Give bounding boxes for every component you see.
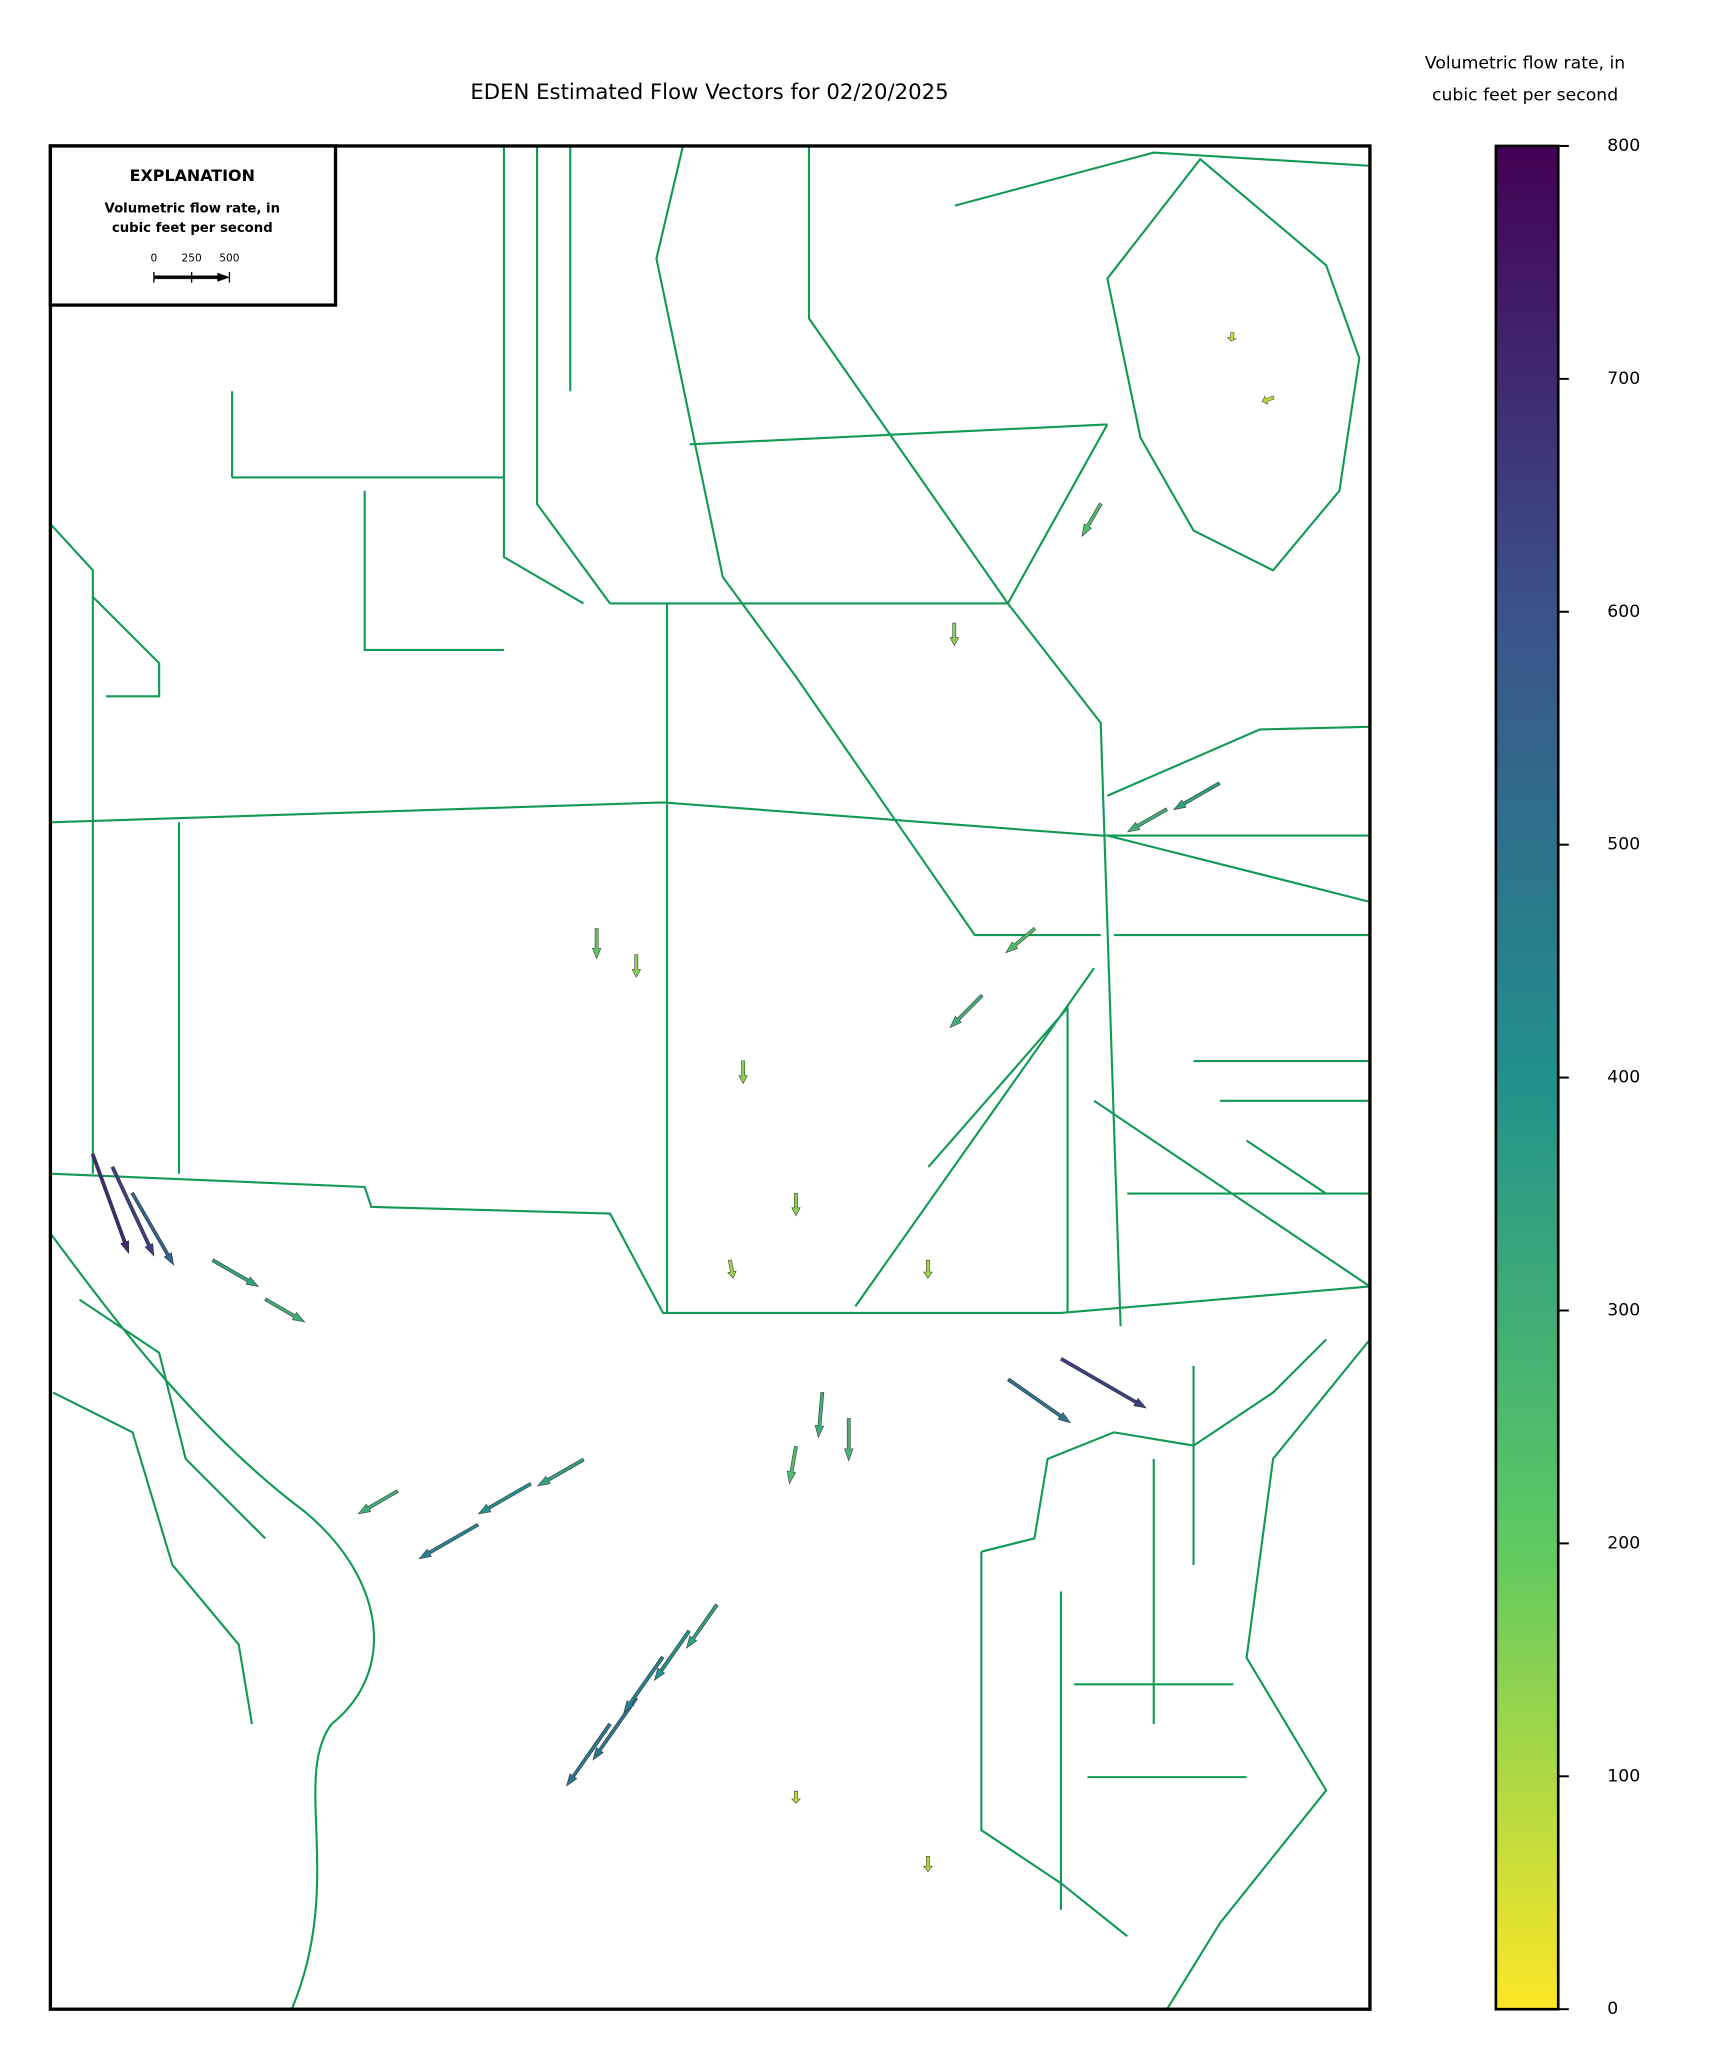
flow-vector [923,1259,933,1279]
flow-vector [1126,807,1168,833]
flow-vector [791,1192,801,1217]
flow-vector [623,1655,665,1714]
scale-tick-label: 0 [150,253,157,265]
colorbar-tick-label: 500 [1607,835,1640,855]
flow-vector [211,1258,260,1287]
flow-vector [1060,1357,1147,1409]
flow-vector [110,1165,155,1257]
flow-vector [1081,502,1103,538]
colorbar-label: Volumetric flow rate, in [1425,54,1625,74]
flow-vector [1226,331,1237,342]
scale-arrow [153,272,231,282]
flow-vector [1007,1377,1071,1424]
colorbar-tick-label: 600 [1607,602,1640,622]
flow-vector [923,1856,933,1872]
flow-vector [418,1523,480,1560]
flow-vector [949,622,959,647]
flow-vector [536,1457,585,1487]
flow-vector [592,928,602,960]
flow-vector [566,1722,612,1787]
colorbar-tick-label: 400 [1607,1068,1640,1088]
colorbar-label: cubic feet per second [1432,86,1618,106]
flow-vector [90,1153,130,1255]
flow-vector [1261,395,1275,405]
colorbar-tick-label: 300 [1607,1300,1640,1320]
chart-title: EDEN Estimated Flow Vectors for 02/20/20… [470,80,948,105]
colorbar-tick-label: 800 [1607,136,1640,156]
flow-vector [631,954,641,978]
scale-tick-label: 500 [219,253,239,265]
colorbar [1494,144,1560,2011]
flow-vector [1172,781,1221,811]
scale-tick-label: 250 [182,253,202,265]
flow-vector [264,1297,306,1323]
colorbar-tick-label: 100 [1607,1766,1640,1786]
flow-vector [130,1191,175,1266]
flow-vector [949,994,984,1029]
flow-vector [844,1418,854,1462]
explanation-box: EXPLANATION Volumetric flow rate, in cub… [48,144,338,307]
colorbar-tick-label: 700 [1607,369,1640,389]
flow-vector [653,1629,691,1682]
map-frame [48,144,1372,2011]
flow-vector [791,1790,801,1804]
flow-vector [727,1259,737,1279]
explanation-title: EXPLANATION [130,166,255,185]
flow-vector [685,1603,719,1649]
flow-vector [592,1696,638,1761]
colorbar-tick-label: 0 [1607,1999,1618,2019]
map-lines [49,144,1371,2010]
colorbar-tick-label: 200 [1607,1533,1640,1553]
vector-field [90,331,1275,1872]
flow-vector [477,1482,532,1515]
explanation-label: Volumetric flow rate, in [105,201,280,216]
flow-vector [738,1060,748,1085]
explanation-label: cubic feet per second [112,221,273,236]
flow-vector [814,1391,825,1439]
flow-vector [786,1445,798,1485]
flow-vector [357,1489,399,1515]
flow-vector [1005,926,1037,954]
